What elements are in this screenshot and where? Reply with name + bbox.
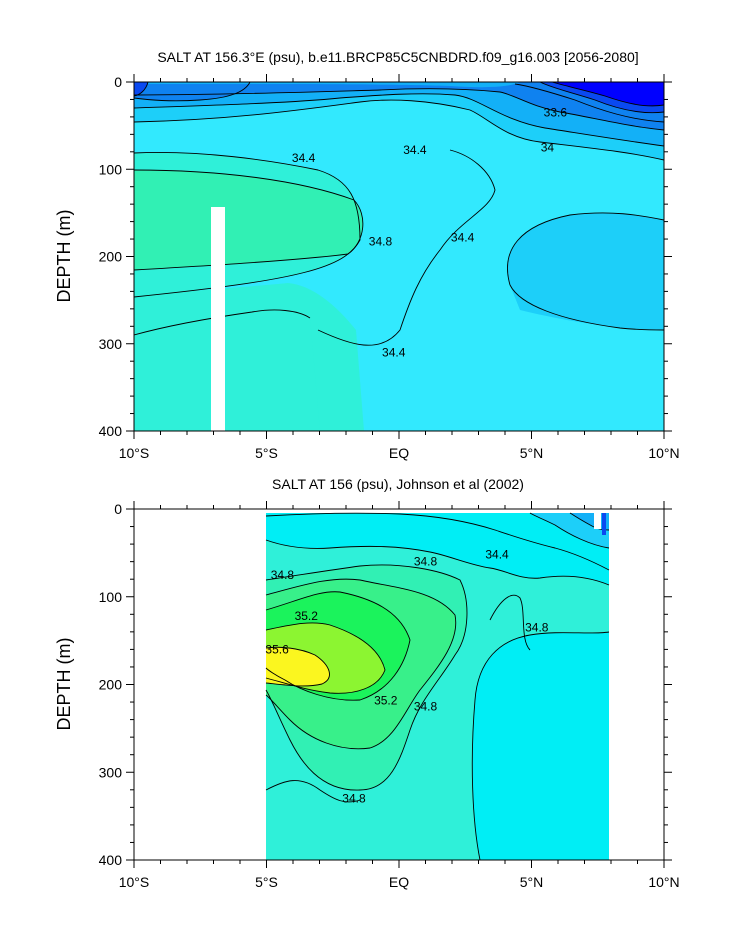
contour-label: 34.4	[292, 151, 316, 165]
contour-label: 34.4	[485, 548, 509, 562]
panel-1-ylabel: DEPTH (m)	[54, 210, 74, 303]
contour-label: 35.6	[265, 642, 289, 656]
y-tick-label: 300	[99, 336, 123, 352]
x-tick-label: EQ	[389, 874, 409, 890]
panel-2-contour-lines	[265, 512, 610, 860]
y-tick-label: 200	[99, 249, 123, 265]
panel-2-masked-cell	[594, 513, 601, 529]
panel-2-ylabel: DEPTH (m)	[54, 638, 74, 731]
x-tick-label: 5°S	[255, 874, 278, 890]
y-tick-label: 300	[99, 764, 123, 780]
y-tick-label: 0	[114, 501, 122, 517]
x-tick-label: 5°S	[255, 445, 278, 461]
contour-label: 34.8	[369, 235, 393, 249]
contour-label: 34.8	[414, 555, 438, 569]
contour-label: 34.8	[271, 568, 295, 582]
panel-1-contour-lines	[134, 82, 664, 346]
x-tick-label: 5°N	[520, 445, 544, 461]
panel-1-contour-fill	[134, 82, 664, 431]
contour-label: 33.6	[544, 106, 568, 120]
contour-label: 34.8	[414, 699, 438, 713]
y-tick-label: 0	[114, 74, 122, 90]
panel-1: SALT AT 156.3°E (psu), b.e11.BRCP85C5CNB…	[54, 49, 680, 461]
panel-1-title: SALT AT 156.3°E (psu), b.e11.BRCP85C5CNB…	[157, 49, 638, 65]
panel-2-contour-fill	[266, 513, 609, 860]
panel-1-masked-column	[211, 207, 225, 431]
panel-2-contour-labels: 34.8 34.8 34.4 34.8 35.2 35.6 35.2 34.8 34.8	[265, 548, 548, 806]
x-tick-label: 5°N	[520, 874, 544, 890]
contour-label: 34.4	[403, 143, 427, 157]
y-tick-label: 400	[99, 852, 123, 868]
y-tick-label: 100	[99, 161, 123, 177]
y-tick-label: 100	[99, 589, 123, 605]
panel-2-axes: 10°S 5°S EQ 5°N 10°N 0 100 200 300 400	[99, 501, 680, 890]
x-tick-label: 10°N	[648, 874, 679, 890]
x-tick-label: 10°S	[119, 874, 150, 890]
contour-label: 35.2	[295, 609, 319, 623]
y-tick-label: 400	[99, 423, 123, 439]
panel-1-axes: 10°S 5°S EQ 5°N 10°N 0 100 200 300 400	[99, 74, 680, 461]
panel-1-contour-labels: 33.6 34 34.4 34.4 34.4 34.8 34.4	[292, 106, 567, 360]
x-tick-label: 10°S	[119, 445, 150, 461]
contour-label: 34.4	[382, 345, 406, 359]
contour-label: 34	[541, 140, 555, 154]
contour-label: 34.8	[525, 620, 549, 634]
y-tick-label: 200	[99, 677, 123, 693]
panel-2: SALT AT 156 (psu), Johnson et al (2002)	[54, 476, 680, 890]
x-tick-label: 10°N	[648, 445, 679, 461]
x-tick-label: EQ	[389, 445, 409, 461]
contour-label: 34.8	[342, 792, 366, 806]
contour-label: 34.4	[451, 230, 475, 244]
panel-2-title: SALT AT 156 (psu), Johnson et al (2002)	[272, 476, 524, 492]
contour-label: 35.2	[374, 693, 398, 707]
